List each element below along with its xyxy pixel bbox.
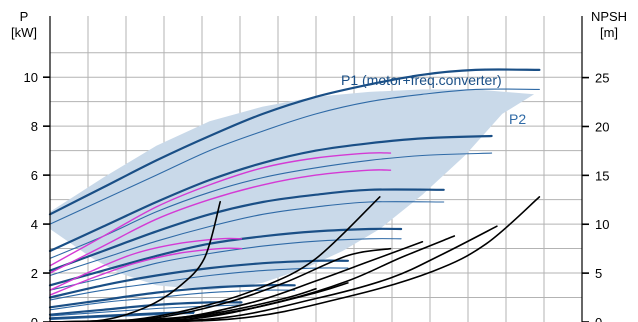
- series-line-highlight-17: [49, 169, 392, 274]
- series-line-highlight-18: [49, 237, 243, 291]
- series-line-npsh-28: [49, 282, 349, 322]
- series-label-p2: P2: [509, 111, 526, 127]
- series-line-p2-5: [49, 201, 445, 277]
- series-line-p2-1: [49, 88, 540, 225]
- left-tick-label: 10: [24, 70, 38, 85]
- left-tick-label: 8: [31, 119, 38, 134]
- series-line-p1-0: [48, 68, 541, 216]
- left-axis-unit: [kW]: [11, 25, 37, 40]
- axes: [49, 16, 583, 322]
- series-label-p1: P1 (motor+freq.converter): [341, 72, 502, 88]
- right-tick-label: 5: [595, 266, 602, 281]
- left-tick-label: 2: [31, 266, 38, 281]
- series-line-highlight-19: [49, 247, 243, 296]
- right-tick-label: 0: [595, 315, 602, 322]
- series-line-p1-12: [48, 301, 243, 316]
- right-axis-unit: [m]: [600, 25, 618, 40]
- series-line-p1-6: [48, 227, 403, 287]
- left-tick-label: 4: [31, 217, 38, 232]
- annotations: P1 (motor+freq.converter) P2 P [kW] NPSH…: [11, 9, 627, 127]
- left-tick-label: 6: [31, 168, 38, 183]
- right-tick-label: 10: [595, 217, 609, 232]
- right-tick-label: 25: [595, 71, 609, 86]
- right-axis-title: NPSH: [591, 9, 627, 24]
- right-tick-label: 15: [595, 168, 609, 183]
- series-line-p1-8: [48, 259, 349, 299]
- right-tick-label: 20: [595, 119, 609, 134]
- series-line-p2-7: [49, 238, 402, 291]
- series-line-p2-3: [49, 152, 493, 259]
- series-line-p2-13: [49, 304, 243, 317]
- series-line-p1-4: [48, 188, 445, 272]
- left-axis-title: P: [20, 9, 29, 24]
- left-tick-label: 0: [31, 315, 38, 322]
- tick-labels: 0 2 4 6 8 10 0 5 10 15 20 25: [24, 70, 609, 322]
- series-line-highlight-16: [49, 152, 392, 267]
- series-line-p1-2: [48, 134, 493, 253]
- series-lines: [48, 68, 541, 322]
